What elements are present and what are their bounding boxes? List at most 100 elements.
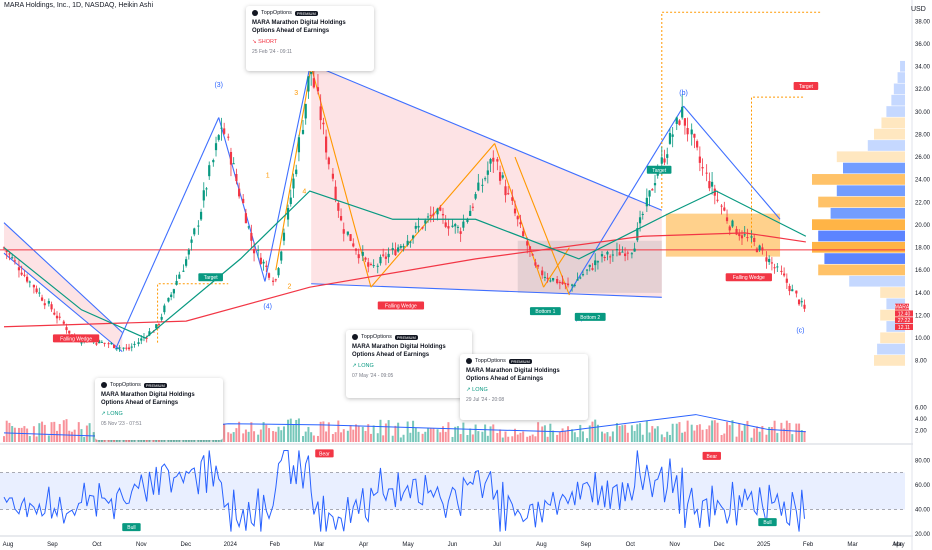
volume-bar	[337, 420, 340, 442]
volume-bar	[77, 422, 80, 442]
falling-wedge-tag: Falling Wedge	[733, 275, 765, 281]
candle-body	[157, 324, 161, 326]
volume-bar	[543, 425, 546, 442]
candle-body	[38, 292, 41, 294]
bear-tag: Bear	[706, 454, 717, 460]
volume-profile-bar	[818, 264, 905, 276]
price-badge-text: 12.40	[898, 311, 911, 317]
target-tag-bg	[198, 273, 223, 282]
volume-bar	[312, 435, 315, 442]
candle-body	[528, 246, 532, 251]
candle-body	[466, 218, 469, 222]
bull-tag-bg	[122, 523, 141, 532]
candle-body	[160, 316, 163, 320]
candle-body	[364, 257, 367, 260]
wave-label-blue: (b)	[679, 90, 688, 97]
candle-body	[701, 167, 704, 169]
candle-body	[244, 213, 248, 224]
volume-bar	[304, 431, 307, 442]
candle-body	[581, 274, 585, 276]
volume-bar	[232, 432, 235, 442]
volume-bar	[70, 431, 73, 442]
volume-profile-bar	[874, 355, 905, 366]
target-projection	[661, 11, 821, 208]
candle-body	[556, 278, 559, 284]
volume-bar	[711, 420, 714, 442]
trend-line	[114, 117, 220, 350]
candle-body	[137, 342, 140, 344]
candle-body	[795, 290, 798, 294]
idea-card-long-1[interactable]: ToppOptions PREMIUM MARA Marathon Digital…	[95, 378, 223, 440]
candle-body	[611, 254, 614, 256]
idea-card-short[interactable]: ToppOptions PREMIUM MARA Marathon Digital…	[246, 6, 374, 71]
volume-bar	[803, 431, 806, 442]
candle-body	[424, 220, 427, 224]
candle-body	[322, 122, 325, 125]
volume-bar	[723, 433, 726, 442]
time-tick-label: Mar	[314, 542, 324, 548]
volume-bar	[38, 423, 41, 442]
idea-card-long-2[interactable]: ToppOptions PREMIUM MARA Marathon Digital…	[346, 330, 472, 398]
volume-bar	[758, 431, 761, 442]
candle-body	[698, 156, 701, 163]
candle-body	[740, 235, 744, 239]
price-tick-label: 36.00	[915, 42, 931, 48]
volume-tick-label: 2.00	[915, 429, 927, 435]
candle-body	[312, 78, 315, 88]
candle-body	[591, 268, 594, 270]
price-tick-label: 16.00	[915, 268, 931, 274]
volume-profile-bar	[900, 60, 905, 72]
wave-label-blue: (3)	[214, 82, 223, 89]
trend-up-icon: ↗	[466, 387, 471, 393]
candle-body	[217, 135, 220, 140]
idea-timestamp: 29 Jul '24 - 20:08	[466, 397, 505, 403]
candle-body	[277, 268, 280, 276]
candle-body	[549, 280, 552, 282]
rsi-tick-label: 80.00	[915, 458, 931, 464]
volume-bar	[349, 425, 352, 442]
candle-body	[112, 344, 116, 349]
volume-bar	[227, 432, 230, 442]
candle-body	[626, 252, 629, 254]
premium-badge: PREMIUM	[143, 382, 167, 388]
candle-body	[182, 270, 185, 272]
volume-bar	[591, 421, 594, 442]
target-tag: Target	[204, 275, 219, 281]
candle-body	[705, 172, 708, 174]
candle-body	[376, 265, 379, 267]
volume-bar	[454, 426, 457, 442]
idea-card-long-3[interactable]: ToppOptions PREMIUM MARA Marathon Digital…	[460, 354, 588, 420]
candle-body	[441, 214, 445, 216]
candle-body	[609, 256, 612, 258]
candle-body	[573, 284, 576, 286]
time-tick-label: Oct	[92, 542, 102, 548]
bull-tag-bg	[758, 518, 777, 527]
volume-bar	[292, 424, 295, 442]
candle-body	[232, 163, 235, 165]
volume-bar	[394, 425, 397, 442]
candle-body	[486, 170, 489, 175]
candle-body	[600, 254, 604, 257]
volume-bar	[56, 430, 59, 442]
volume-bar	[280, 430, 283, 442]
volume-bar	[469, 428, 472, 442]
candle-body	[551, 278, 555, 281]
bull-tag: Bull	[127, 525, 135, 531]
volume-bar	[705, 429, 708, 442]
candle-body	[693, 133, 696, 138]
volume-bar	[352, 429, 355, 442]
idea-title: MARA Marathon Digital Holdings Options A…	[466, 368, 560, 382]
volume-bar	[459, 434, 462, 442]
candle-body	[436, 208, 439, 215]
volume-bar	[660, 434, 663, 442]
candle-body	[429, 214, 432, 216]
candle-body	[504, 186, 507, 196]
candle-body	[615, 249, 619, 251]
candle-body	[193, 228, 196, 235]
time-tick-label: 2025	[757, 542, 771, 548]
volume-bar	[795, 423, 798, 442]
volume-bar	[484, 424, 487, 442]
volume-bar	[621, 425, 624, 442]
candle-body	[167, 297, 170, 302]
